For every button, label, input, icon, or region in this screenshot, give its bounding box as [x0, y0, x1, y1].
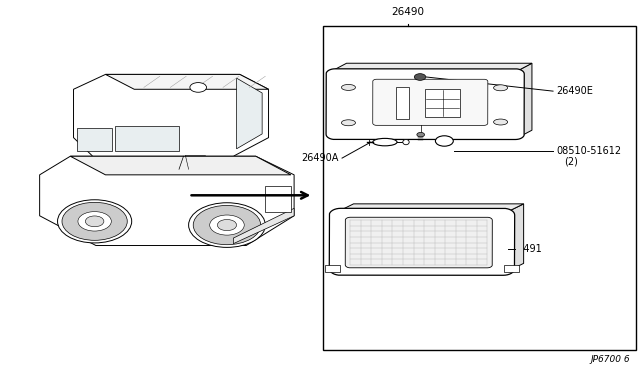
Circle shape	[190, 83, 207, 92]
Polygon shape	[115, 126, 179, 151]
Polygon shape	[337, 204, 524, 212]
Polygon shape	[345, 217, 492, 268]
Ellipse shape	[372, 138, 397, 146]
Polygon shape	[507, 204, 524, 272]
Circle shape	[62, 202, 127, 240]
Circle shape	[193, 205, 260, 245]
Polygon shape	[396, 87, 409, 119]
Polygon shape	[70, 156, 291, 175]
Text: 26490A: 26490A	[301, 153, 339, 163]
Polygon shape	[504, 265, 519, 272]
Bar	[323, 26, 636, 350]
Polygon shape	[425, 89, 460, 117]
Polygon shape	[326, 69, 524, 140]
Polygon shape	[106, 74, 269, 89]
Ellipse shape	[341, 84, 355, 90]
Text: JP6700 6: JP6700 6	[590, 355, 630, 364]
Circle shape	[414, 74, 426, 80]
Text: S: S	[442, 138, 447, 144]
Circle shape	[58, 200, 132, 243]
Text: 26491: 26491	[511, 244, 542, 254]
Circle shape	[78, 212, 111, 231]
Polygon shape	[266, 186, 291, 212]
Polygon shape	[518, 63, 532, 138]
Ellipse shape	[493, 119, 508, 125]
Circle shape	[189, 203, 266, 247]
Ellipse shape	[493, 85, 508, 91]
Text: (2): (2)	[564, 156, 578, 166]
Text: 26490E: 26490E	[556, 86, 593, 96]
Ellipse shape	[403, 140, 409, 145]
Ellipse shape	[341, 120, 355, 126]
Polygon shape	[372, 79, 488, 125]
Polygon shape	[329, 208, 515, 275]
Polygon shape	[332, 63, 532, 71]
Polygon shape	[77, 128, 112, 151]
Circle shape	[210, 215, 244, 235]
Polygon shape	[234, 208, 294, 244]
Polygon shape	[237, 78, 262, 149]
Circle shape	[85, 216, 104, 227]
Text: 26490: 26490	[392, 7, 424, 17]
Circle shape	[218, 219, 237, 231]
Polygon shape	[324, 265, 340, 272]
Circle shape	[435, 136, 453, 146]
Text: 08510-51612: 08510-51612	[556, 146, 621, 155]
Circle shape	[417, 132, 424, 137]
Polygon shape	[74, 74, 269, 156]
Polygon shape	[40, 156, 294, 246]
